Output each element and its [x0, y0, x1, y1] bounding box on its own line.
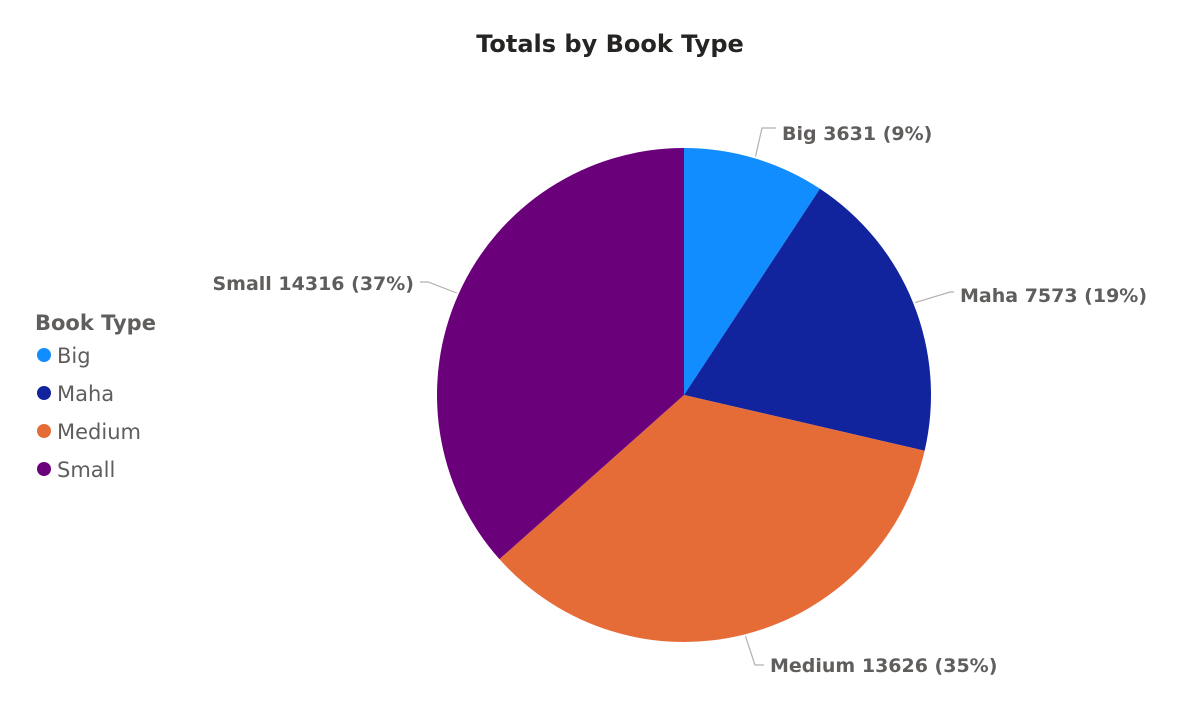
leader-line-medium [744, 636, 764, 666]
legend-label-small[interactable]: Small [57, 458, 115, 482]
pie-slice-maha[interactable] [684, 188, 931, 451]
data-label-small: Small 14316 (37%) [212, 273, 414, 295]
pie-slices [436, 148, 931, 642]
legend-marker-small [37, 462, 51, 476]
legend-label-big[interactable]: Big [57, 344, 91, 368]
data-label-medium: Medium 13626 (35%) [770, 655, 997, 677]
pie-slice-big[interactable] [684, 148, 820, 395]
legend-marker-medium [37, 424, 51, 438]
pie-slice-small[interactable] [436, 148, 684, 560]
legend-marker-maha [37, 386, 51, 400]
data-label-maha: Maha 7573 (19%) [960, 285, 1147, 307]
leader-line-small [420, 281, 458, 294]
legend-label-maha[interactable]: Maha [57, 382, 114, 406]
chart-title: Totals by Book Type [476, 30, 744, 58]
pie-slice-medium[interactable] [499, 395, 925, 642]
data-labels: Big 3631 (9%) Maha 7573 (19%) Medium 13626… [212, 123, 1147, 677]
leader-line-maha [915, 291, 954, 304]
legend: Book Type Big Maha Medium Small [35, 311, 156, 482]
legend-label-medium[interactable]: Medium [57, 420, 141, 444]
legend-title: Book Type [35, 311, 156, 335]
data-label-big: Big 3631 (9%) [782, 123, 932, 145]
leader-line-big [754, 127, 776, 157]
legend-marker-big [37, 348, 51, 362]
